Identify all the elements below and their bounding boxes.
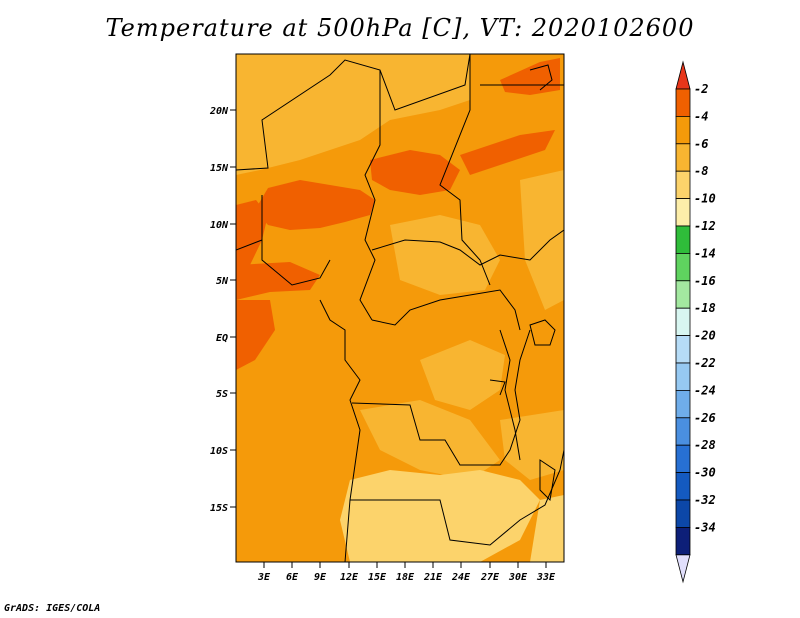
lon-label: 12E [340,572,359,583]
lon-label: 3E [257,572,271,583]
border-west-africa [236,195,331,286]
lon-label: 15E [368,572,387,583]
colorbar-swatch [675,88,691,117]
border-chad-sudan [439,54,491,286]
lon-label: 30E [508,572,528,583]
country-borders [236,54,564,562]
lat-label: EQ [216,333,228,344]
lon-label: 18E [396,572,415,583]
colorbar-label: -30 [694,466,716,480]
temperature-field [236,54,564,562]
colorbar-label: -32 [694,493,716,507]
lon-label: 6E [286,572,299,583]
lake-drc [489,379,506,396]
border-north [236,54,471,171]
colorbar-swatch [675,472,691,501]
colorbar-swatch [675,362,691,391]
field-zone-mozambique [500,410,564,480]
lat-label: 10N [210,220,229,231]
colorbar-swatch [675,252,691,282]
colorbar-label: -6 [694,137,708,151]
lat-label: 15N [210,163,229,174]
border-niger-chad [359,70,381,321]
field-zone-north-6to8 [236,54,470,175]
colorbar-label: -8 [694,164,708,178]
field-cool-south [340,470,540,562]
colorbar-swatch [675,389,691,419]
lat-label: 5S [216,389,228,400]
lake-tanganyika [499,329,521,461]
lat-label: 20N [209,106,229,117]
colorbar-bottom-arrow [675,554,691,584]
colorbar-label: -18 [694,301,716,315]
colorbar-label: -26 [694,411,716,425]
border-car [371,229,564,266]
border-drc-angola [351,329,531,466]
lon-label: 33E [536,572,556,583]
colorbar-label: -22 [694,356,716,370]
colorbar-swatch [675,143,691,172]
colorbar-top-arrow [675,60,691,90]
colorbar-swatch [675,198,691,227]
colorbar-label: -24 [694,383,716,397]
field-warm-gulf [236,262,320,300]
colorbar-swatch [675,444,691,474]
border-congo [371,289,521,331]
field-warm-atlantic [236,300,275,370]
colorbar-swatch [675,527,691,556]
field-warm-chad [370,150,460,195]
colorbar-label: -12 [694,219,716,233]
field-zone-east [520,170,564,310]
lon-label: 24E [451,572,471,583]
colorbar-label: -28 [694,438,716,452]
colorbar-label: -4 [694,109,708,123]
grads-credit: GrADS: IGES/COLA [4,603,101,614]
colorbar-swatch [675,499,691,528]
map-title: Temperature at 500hPa [C], VT: 202010260… [105,14,695,42]
colorbar-label: -10 [694,192,716,206]
field-warm-sudan [460,130,555,175]
field-cool-southeast [530,495,564,562]
colorbar: -2 -4 -6 -8 -10 -12 -14 -16 -18 -20 -22 -24 -26 -28 -3… [675,60,716,584]
colorbar-label: -16 [694,274,716,288]
longitude-axis: 3E 6E 9E 12E 15E 18E 21E 24E 27E 30E 33E [257,562,556,583]
colorbar-swatch [675,307,691,337]
lon-label: 27E [480,572,500,583]
latitude-axis: 20N 15N 10N 5N EQ 5S 10S 15S [209,106,236,514]
lake-malawi [539,459,556,502]
map-frame [235,53,565,563]
lake-victoria [529,319,556,346]
field-zone-drc [420,340,505,410]
colorbar-label: -20 [694,329,716,343]
colorbar-swatch [675,116,691,145]
colorbar-label: -14 [694,246,716,260]
lat-label: 10S [210,446,228,457]
lat-label: 5N [216,276,229,287]
coastline-west [319,299,361,562]
field-zone-car [390,215,500,295]
border-south [350,449,564,546]
field-warm-nigeria [255,180,375,230]
colorbar-label: -34 [694,520,716,534]
colorbar-swatch [675,417,691,446]
lon-label: 21E [423,572,443,583]
colorbar-swatch [675,335,691,364]
lon-label: 9E [314,572,327,583]
lat-label: 15S [210,503,228,514]
field-warm-guinea [236,200,268,270]
colorbar-swatch [675,280,691,309]
colorbar-swatch [675,170,691,199]
colorbar-label: -2 [694,82,708,96]
nile-delta [529,64,553,91]
colorbar-swatch [675,225,691,254]
